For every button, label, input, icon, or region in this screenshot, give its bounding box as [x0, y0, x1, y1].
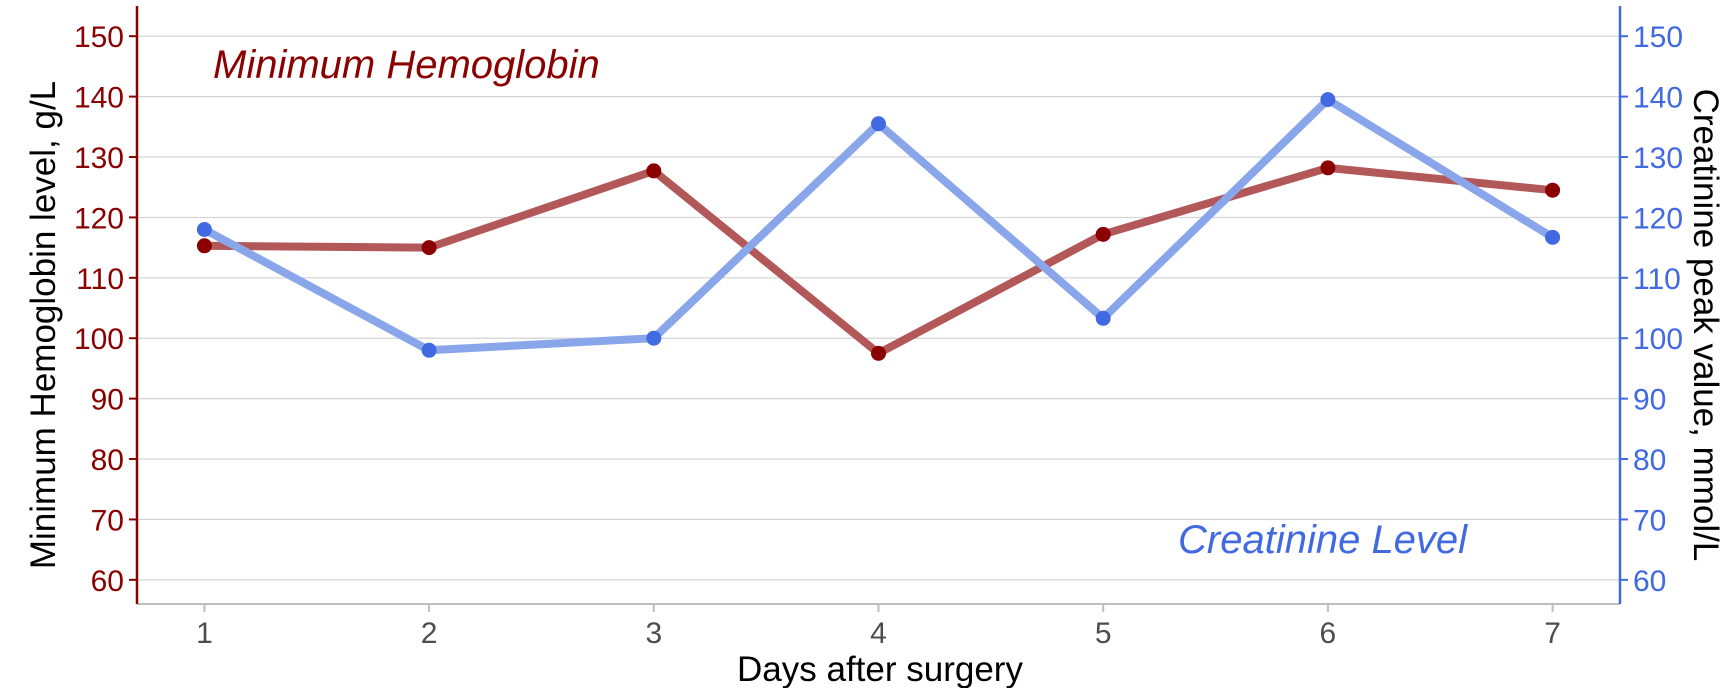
- y-right-tick-label: 130: [1633, 142, 1683, 175]
- data-point-creatinine: [1545, 229, 1561, 245]
- series-label-hemoglobin: Minimum Hemoglobin: [213, 43, 600, 87]
- axes: 60 70 80 90 100 110 120 130 140 150 60 70 80 90 100 110…: [74, 6, 1683, 650]
- x-tick-label: 7: [1544, 617, 1561, 650]
- y-left-tick-label: 110: [76, 263, 124, 296]
- data-point-hemoglobin: [1545, 182, 1561, 198]
- y-left-tick-label: 100: [74, 323, 124, 356]
- data-point-hemoglobin: [646, 163, 662, 179]
- data-point-hemoglobin: [871, 345, 886, 361]
- data-point-creatinine: [871, 116, 886, 132]
- series-line-creatinine: [202, 95, 1555, 355]
- y-right-tick-label: 80: [1633, 444, 1666, 477]
- y-left-tick-label: 60: [91, 565, 124, 598]
- y-left-tick-label: 80: [91, 444, 124, 477]
- x-tick-label: 6: [1320, 617, 1337, 650]
- data-point-hemoglobin: [1095, 226, 1111, 242]
- data-point-creatinine: [1320, 92, 1336, 108]
- series-layer: [196, 92, 1561, 361]
- x-tick-label: 4: [870, 617, 887, 650]
- x-tick-label: 5: [1095, 617, 1112, 650]
- y-left-tick-label: 90: [91, 384, 124, 417]
- x-tick-label: 3: [645, 617, 662, 650]
- series-label-creatinine: Creatinine Level: [1178, 518, 1468, 562]
- y-right-tick-label: 70: [1633, 504, 1666, 537]
- data-point-creatinine: [646, 330, 662, 346]
- x-axis-label: Days after surgery: [737, 650, 1023, 688]
- y-axis-left-label: Minimum Hemoglobin level, g/L: [24, 81, 63, 569]
- y-right-tick-label: 60: [1633, 565, 1666, 598]
- y-right-tick-label: 100: [1633, 323, 1683, 356]
- y-right-tick-label: 90: [1633, 384, 1666, 417]
- data-point-hemoglobin: [196, 238, 212, 254]
- series-line-hemoglobin: [204, 163, 1553, 358]
- data-point-creatinine: [1095, 310, 1111, 326]
- y-axis-right-label: Creatinine peak value, mmol/L: [1686, 89, 1725, 562]
- data-point-hemoglobin: [1320, 160, 1336, 176]
- y-right-tick-label: 120: [1633, 202, 1683, 235]
- y-right-tick-label: 140: [1633, 82, 1683, 115]
- y-right-tick-label: 110: [1633, 263, 1681, 296]
- y-left-tick-label: 140: [74, 82, 124, 115]
- data-point-creatinine: [196, 221, 212, 237]
- grid: [137, 35, 1620, 581]
- y-left-tick-label: 130: [74, 142, 124, 175]
- data-point-hemoglobin: [421, 240, 437, 256]
- y-left-tick-label: 120: [74, 202, 124, 235]
- y-left-tick-label: 70: [91, 504, 124, 537]
- y-left-tick-label: 150: [74, 21, 124, 54]
- y-right-tick-label: 150: [1633, 21, 1683, 54]
- x-tick-label: 1: [196, 617, 213, 650]
- x-tick-label: 2: [421, 617, 438, 650]
- data-point-creatinine: [421, 342, 437, 358]
